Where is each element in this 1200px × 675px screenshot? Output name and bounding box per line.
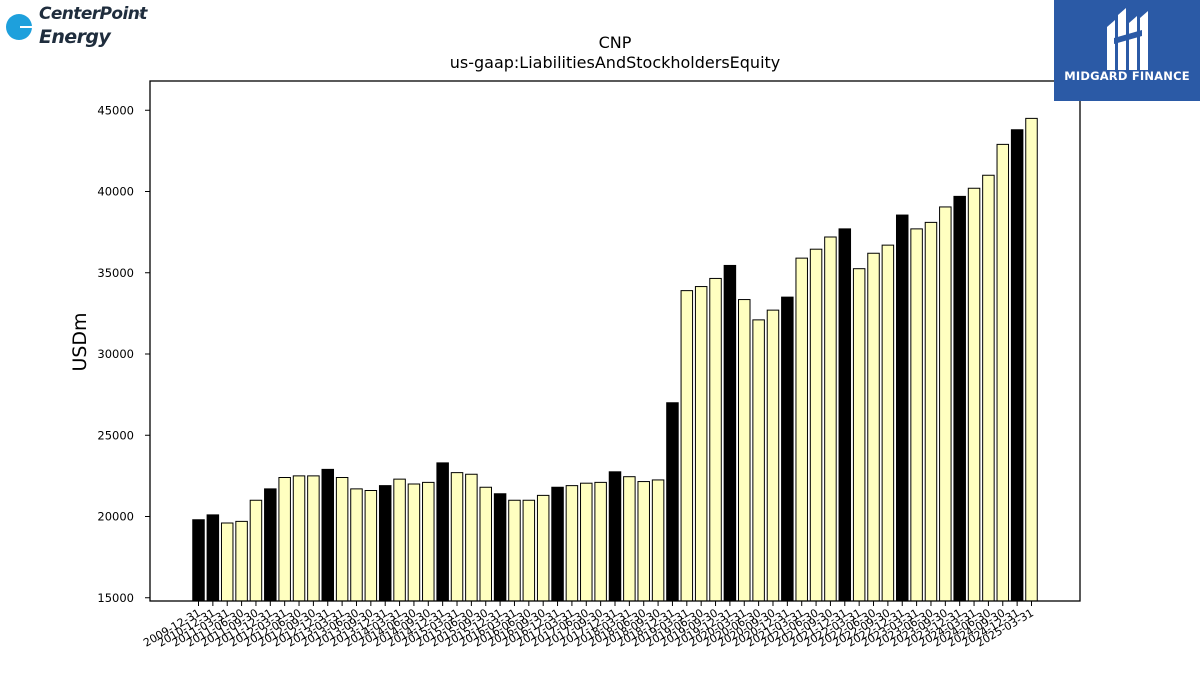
bar-2018-06-30 — [637, 481, 650, 602]
plot-frame — [149, 80, 1081, 602]
bar-2011-12-31 — [264, 488, 277, 602]
bar-2024-06-30 — [982, 174, 995, 602]
bar-2015-09-30 — [479, 486, 492, 602]
registered-mark: ® — [138, 12, 144, 19]
bar-2016-09-30 — [536, 494, 550, 602]
bar-2013-12-31 — [378, 485, 392, 602]
chart-title: CNP — [599, 33, 632, 52]
bar-2014-12-31 — [436, 462, 449, 602]
bar-2023-06-30 — [924, 221, 938, 602]
bar-2018-12-31 — [666, 402, 679, 602]
bar-2021-06-30 — [809, 248, 823, 602]
bar-2013-03-31 — [335, 477, 349, 602]
centerpoint-energy-logo: CenterPoint ® Energy — [6, 4, 147, 54]
bar-2024-12-31 — [1010, 129, 1024, 602]
bar-2021-03-31 — [795, 257, 808, 602]
bar-2022-06-30 — [867, 252, 880, 602]
bar-2018-09-30 — [651, 479, 665, 602]
bar-2023-03-31 — [910, 228, 923, 602]
chart-subtitle: us-gaap:LiabilitiesAndStockholdersEquity — [450, 53, 781, 72]
midgard-finance-logo: MIDGARD FINANCE — [1054, 0, 1200, 101]
bar-2012-12-31 — [321, 468, 335, 602]
bar-2012-03-31 — [278, 477, 291, 602]
bar-2011-06-30 — [235, 520, 248, 602]
bar-2022-12-31 — [895, 214, 909, 602]
bar-2023-12-31 — [953, 195, 966, 602]
bar-2014-06-30 — [407, 483, 421, 602]
bar-2013-06-30 — [350, 488, 363, 602]
bar-2014-09-30 — [422, 481, 435, 602]
bar-2017-03-31 — [565, 485, 579, 602]
y-tick-label: 35000 — [97, 266, 134, 280]
bar-2022-09-30 — [881, 244, 895, 602]
bar-2010-12-31 — [206, 514, 220, 602]
bar-2019-03-31 — [680, 290, 694, 602]
bar-2017-12-31 — [608, 471, 622, 602]
bar-2014-03-31 — [393, 478, 406, 602]
y-axis-label: USDm — [69, 312, 91, 371]
bars — [192, 117, 1038, 602]
bar-2011-09-30 — [249, 499, 263, 602]
bar-2017-06-30 — [580, 482, 593, 602]
y-tick-label: 15000 — [97, 591, 134, 605]
bar-2015-06-30 — [465, 473, 478, 602]
bar-2019-09-30 — [709, 277, 722, 602]
midgard-finance-text: MIDGARD FINANCE — [1064, 69, 1190, 83]
bar-2020-09-30 — [766, 309, 780, 602]
bar-2020-03-31 — [738, 299, 751, 602]
bar-2016-03-31 — [508, 499, 521, 602]
bar-2017-09-30 — [594, 481, 607, 602]
bar-2020-12-31 — [781, 296, 794, 602]
bar-2013-09-30 — [364, 490, 378, 602]
y-axis-ticks: 15000 20000 25000 30000 35000 40000 45000 — [97, 103, 150, 605]
bar-2019-06-30 — [694, 286, 708, 602]
bar-2024-03-31 — [967, 187, 981, 602]
y-tick-label: 25000 — [97, 428, 134, 442]
bar-2012-09-30 — [307, 475, 320, 602]
bar-2021-09-30 — [824, 236, 837, 602]
bar-2023-09-30 — [939, 206, 952, 602]
bar-2021-12-31 — [838, 228, 852, 602]
bar-2025-03-31 — [1025, 117, 1038, 602]
y-tick-label: 20000 — [97, 510, 134, 524]
y-tick-label: 30000 — [97, 347, 134, 361]
bar-2020-06-30 — [752, 319, 765, 602]
bar-2018-03-31 — [623, 476, 636, 602]
bar-2009-12-31 — [192, 519, 205, 602]
bar-2016-06-30 — [522, 499, 536, 602]
y-tick-label: 45000 — [97, 103, 134, 117]
x-axis-ticks: 2009-12-312010-12-312011-03-312011-06-30… — [141, 601, 1036, 650]
bar-2024-09-30 — [996, 143, 1010, 602]
centerpoint-logo-line — [20, 26, 46, 28]
bar-2012-06-30 — [292, 475, 306, 602]
midgard-finance-icon — [1107, 8, 1148, 70]
energy-logo-text: Energy — [39, 26, 111, 48]
bar-2011-03-31 — [220, 522, 234, 602]
centerpoint-logo-text: CenterPoint — [39, 4, 147, 24]
bar-2015-03-31 — [450, 472, 464, 602]
y-tick-label: 40000 — [97, 185, 134, 199]
bar-2015-12-31 — [493, 493, 507, 602]
bar-2016-12-31 — [551, 486, 564, 602]
bar-2019-12-31 — [723, 264, 737, 602]
bar-2022-03-31 — [852, 268, 866, 602]
